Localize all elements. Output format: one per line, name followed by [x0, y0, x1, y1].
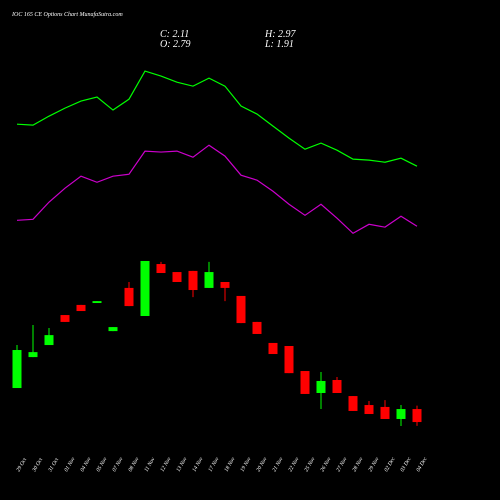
x-tick-label: 01 Nov	[64, 456, 77, 473]
chart-title: IOC 165 CE Options Chart MunafaSutra.com	[11, 11, 123, 18]
candle-body	[268, 342, 278, 355]
candle-body	[204, 272, 214, 288]
x-tick-label: 31 Oct	[47, 457, 60, 474]
x-tick-label: 20 Nov	[256, 456, 269, 473]
candle-body	[284, 346, 294, 374]
x-tick-label: 11 Nov	[144, 456, 157, 473]
candle-body	[124, 287, 134, 307]
candle-body	[140, 260, 150, 317]
candle-body	[60, 315, 70, 322]
candle-body	[316, 380, 326, 394]
candle-body	[396, 409, 406, 419]
x-tick-label: 22 Nov	[288, 456, 301, 473]
candle-body	[172, 272, 182, 282]
candle-body	[108, 327, 118, 332]
candle-body	[44, 335, 54, 346]
x-tick-label: 27 Nov	[336, 456, 349, 473]
x-tick-label: 04 Dec	[415, 455, 429, 473]
x-tick-label: 29 Oct	[16, 457, 29, 473]
candle-body	[348, 396, 358, 411]
candle-body	[76, 304, 86, 312]
x-tick-label: 03 Dec	[400, 456, 413, 473]
x-tick-label: 13 Nov	[176, 456, 189, 473]
candle-body	[300, 371, 310, 394]
x-tick-label: 29 Nov	[368, 456, 381, 473]
x-tick-label: 17 Nov	[208, 456, 221, 473]
indicator-line	[16, 144, 418, 235]
candle-body	[364, 405, 374, 415]
x-tick-label: 07 Nov	[112, 456, 125, 473]
x-tick-label: 14 Nov	[191, 455, 205, 473]
x-tick-label: 04 Nov	[79, 455, 93, 473]
x-tick-label: 30 Oct	[31, 457, 44, 474]
close-label: C: 2.11	[160, 29, 189, 40]
x-tick-label: 28 Nov	[352, 456, 365, 473]
indicator-line	[16, 70, 418, 167]
x-tick-label: 26 Nov	[320, 456, 333, 473]
low-label: L: 1.91	[264, 39, 294, 50]
x-tick-label: 08 Nov	[128, 456, 141, 473]
x-tick-label: 12 Nov	[160, 456, 173, 473]
candle-body	[220, 281, 230, 288]
candle-body	[188, 270, 198, 291]
x-tick-label: 05 Nov	[96, 456, 109, 473]
candle-body	[332, 380, 342, 394]
candle-body	[252, 321, 262, 334]
candle-body	[12, 350, 22, 389]
candle-body	[92, 301, 102, 304]
x-tick-label: 19 Nov	[240, 456, 253, 473]
x-tick-label: 25 Nov	[304, 456, 317, 473]
candle-body	[28, 352, 38, 358]
candle-body	[236, 295, 246, 324]
candle-body	[412, 409, 422, 423]
candle-body	[380, 406, 390, 419]
candle-body	[156, 264, 166, 274]
high-label: H: 2.97	[264, 29, 297, 40]
x-tick-label: 02 Dec	[384, 456, 397, 473]
x-tick-label: 18 Nov	[224, 456, 237, 473]
x-tick-label: 21 Nov	[272, 456, 285, 473]
open-label: O: 2.79	[160, 39, 191, 50]
